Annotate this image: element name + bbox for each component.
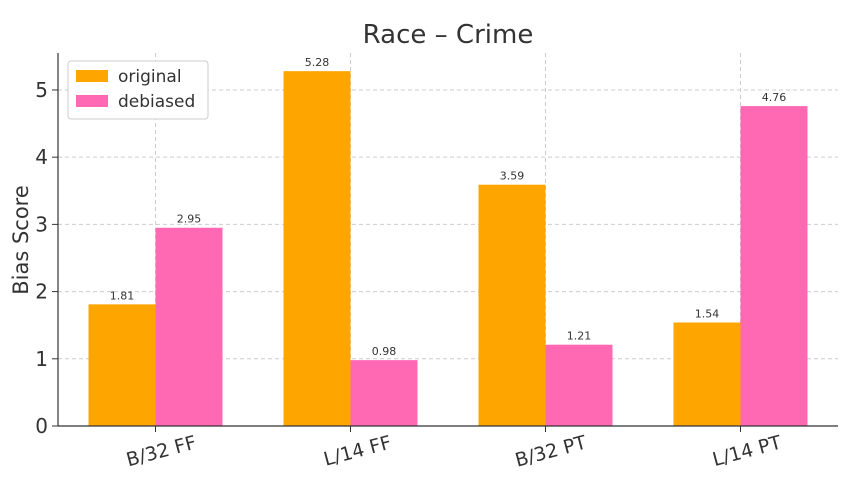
bar-value-label: 0.98 xyxy=(372,345,397,358)
y-tick-label: 0 xyxy=(35,414,48,438)
bar-debiased xyxy=(155,227,223,426)
bar-debiased xyxy=(740,106,808,427)
bar-value-label: 1.81 xyxy=(110,289,135,302)
bar-value-label: 1.54 xyxy=(695,308,720,321)
bar-value-label: 3.59 xyxy=(500,170,525,183)
chart-title: Race – Crime xyxy=(363,20,534,50)
y-tick-label: 3 xyxy=(35,212,48,236)
bar-value-label: 1.21 xyxy=(567,330,592,343)
legend-swatch-debiased xyxy=(76,95,108,107)
bar-original xyxy=(673,322,741,426)
data-labels: 1.81 5.28 3.59 1.54 2.95 0.98 1.21 4.76 xyxy=(110,56,787,358)
x-tick-label: B/32 FF xyxy=(124,432,199,472)
y-tick-label: 4 xyxy=(35,145,48,169)
y-tick-label: 2 xyxy=(35,280,48,304)
bar-value-label: 4.76 xyxy=(762,91,787,104)
legend-swatch-original xyxy=(76,70,108,82)
bar-original xyxy=(478,184,546,426)
bar-original xyxy=(88,304,156,426)
legend-label-debiased: debiased xyxy=(118,92,195,112)
x-tick-label: B/32 PT xyxy=(513,431,589,471)
legend: original debiased xyxy=(67,60,209,120)
legend-label-original: original xyxy=(118,67,182,87)
bar-original xyxy=(283,71,351,427)
bars xyxy=(88,71,808,427)
y-tick-label: 5 xyxy=(35,78,48,102)
x-tick-label: L/14 PT xyxy=(710,431,784,471)
y-axis-label: Bias Score xyxy=(9,185,33,295)
bar-debiased xyxy=(350,360,418,426)
bar-value-label: 5.28 xyxy=(305,56,330,69)
y-tick-label: 1 xyxy=(35,347,48,371)
x-tick-label: L/14 FF xyxy=(321,432,393,471)
bar-value-label: 2.95 xyxy=(177,213,202,226)
bar-debiased xyxy=(545,344,613,426)
